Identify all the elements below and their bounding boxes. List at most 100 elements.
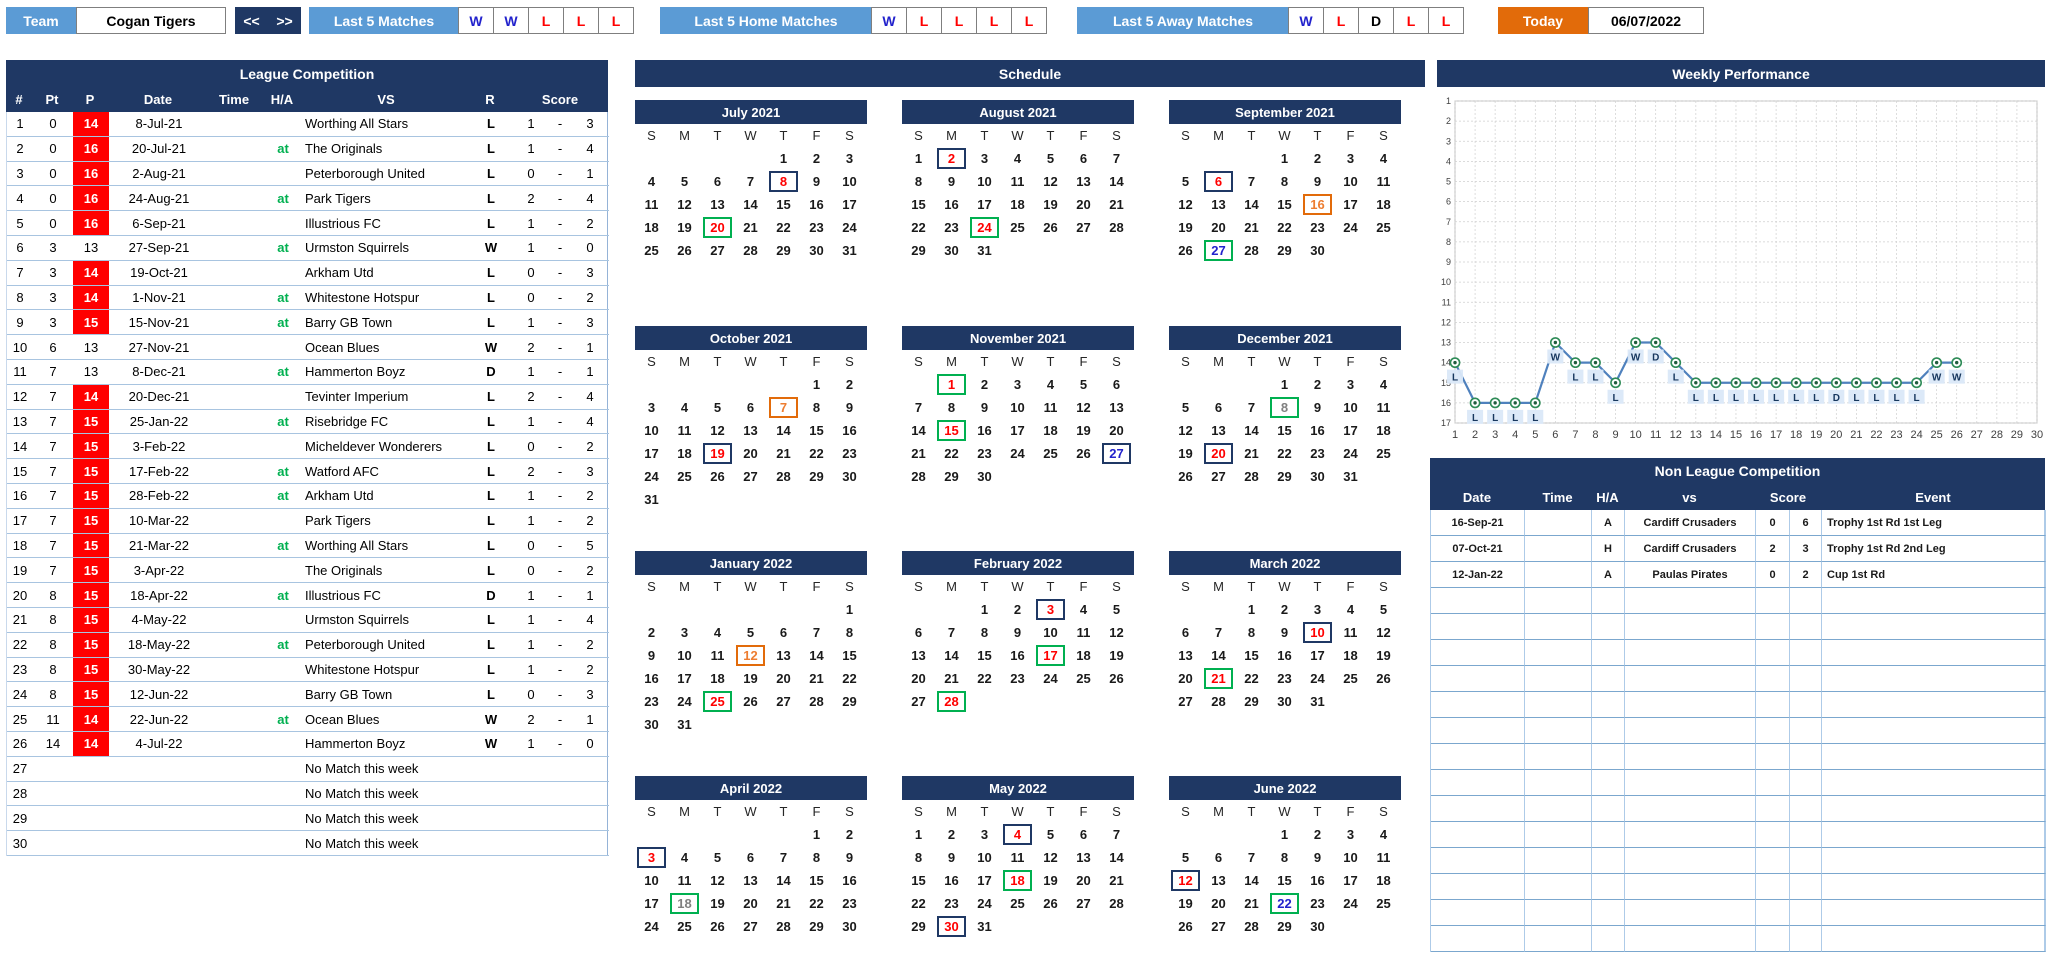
calendar-month-title: December 2021	[1169, 326, 1401, 350]
calendar-day-header: S	[1181, 579, 1190, 594]
league-cell-opponent: Risebridge FC	[305, 410, 469, 435]
league-cell-date: 6-Sep-21	[109, 211, 209, 236]
nl-cell-score-home-empty	[1756, 770, 1790, 796]
league-cell-opponent: Worthing All Stars	[305, 112, 469, 137]
nl-cell-event-empty	[1822, 926, 2046, 952]
svg-text:L: L	[1853, 393, 1859, 404]
calendar-day: 22	[911, 896, 926, 911]
last5-matches-label: Last 5 Matches	[309, 7, 459, 34]
calendar-day: 19	[1076, 423, 1091, 438]
league-cell-num: 12	[7, 385, 33, 410]
team-label: Team	[6, 7, 76, 34]
league-cell-score-dash: -	[549, 335, 571, 360]
svg-text:4: 4	[1512, 429, 1518, 441]
league-cell-date: 3-Feb-22	[109, 434, 209, 460]
league-cell-score-away: 2	[571, 286, 609, 311]
calendar-day: 3	[1346, 827, 1355, 842]
calendar-month-title: November 2021	[902, 326, 1134, 350]
league-cell-date	[109, 831, 209, 856]
league-cell-opponent: Barry GB Town	[305, 682, 469, 708]
schedule-title: Schedule	[635, 60, 1425, 87]
svg-text:L: L	[1592, 373, 1598, 384]
calendar-day-header: T	[1247, 354, 1256, 369]
calendar-month-title: January 2022	[635, 551, 867, 575]
calendar-day: 10	[977, 850, 992, 865]
calendar-day: 25	[1376, 220, 1391, 235]
calendar-blank	[668, 373, 701, 396]
calendar-day: 12	[1043, 174, 1058, 189]
league-column-header: Score	[512, 87, 608, 112]
calendar-day: 17	[644, 446, 659, 461]
calendar-day: 9	[845, 850, 854, 865]
prev-team-button[interactable]: <<	[235, 7, 268, 34]
league-cell-score-home: 2	[513, 186, 549, 212]
league-cell-num: 19	[7, 558, 33, 584]
calendar-day: 27	[776, 694, 791, 709]
nl-cell-opponent: Paulas Pirates	[1625, 562, 1756, 588]
league-cell-position: 15	[73, 459, 109, 484]
calendar-day: 6	[746, 850, 755, 865]
svg-text:10: 10	[1441, 277, 1451, 287]
calendar-match-day-box: 18	[670, 893, 699, 914]
calendar-match-day-box: 27	[1102, 443, 1131, 464]
league-cell-position: 15	[73, 583, 109, 608]
calendar-day-header: M	[679, 128, 690, 143]
calendar-day: 20	[911, 671, 926, 686]
calendar-day-header: M	[946, 579, 957, 594]
calendar-blank	[902, 373, 935, 396]
calendar-day: 21	[1244, 896, 1259, 911]
calendar-day-match: 21	[1202, 667, 1235, 690]
league-cell-score-dash: -	[549, 633, 571, 658]
nl-cell-opponent-empty	[1625, 640, 1756, 666]
league-cell-score-away: 3	[571, 112, 609, 137]
calendar-day: 1	[980, 602, 989, 617]
calendar-day: 4	[713, 625, 722, 640]
calendar-day: 10	[1010, 400, 1025, 415]
league-cell-date: 27-Nov-21	[109, 335, 209, 360]
nl-cell-ha-empty	[1592, 692, 1625, 718]
calendar-blank	[668, 598, 701, 621]
league-cell-score-away	[571, 782, 609, 807]
team-name-select[interactable]: Cogan Tigers	[76, 7, 226, 34]
calendar-day: 25	[677, 919, 692, 934]
calendar-day-header: M	[946, 128, 957, 143]
svg-text:L: L	[1673, 373, 1679, 384]
calendar-day: 14	[944, 648, 959, 663]
league-cell-score-home	[513, 831, 549, 856]
calendar-day-header: W	[1011, 579, 1024, 594]
league-cell-score-home: 1	[513, 310, 549, 336]
league-cell-ha: at	[261, 633, 305, 658]
league-cell-position: 15	[73, 409, 109, 435]
calendar-day: 13	[1211, 197, 1226, 212]
nl-cell-time-empty	[1525, 588, 1592, 614]
league-cell-score-home: 0	[513, 286, 549, 311]
league-cell-num: 28	[7, 782, 33, 807]
calendar-day: 2	[1313, 377, 1322, 392]
svg-text:L: L	[1693, 393, 1699, 404]
nl-cell-score-home-empty	[1756, 640, 1790, 666]
calendar-day: 12	[1178, 423, 1193, 438]
svg-text:W: W	[1952, 373, 1962, 384]
league-cell-time	[209, 186, 261, 212]
nl-cell-score-home: 2	[1756, 536, 1790, 562]
calendar-day-header: M	[1213, 804, 1224, 819]
calendar-day: 18	[710, 671, 725, 686]
calendar-day-header: S	[1379, 128, 1388, 143]
calendar-day: 7	[1247, 174, 1256, 189]
nl-cell-event-empty	[1822, 874, 2046, 900]
calendar-day: 20	[1076, 197, 1091, 212]
calendar-day: 26	[710, 469, 725, 484]
league-cell-score-away	[571, 757, 609, 782]
league-cell-ha	[261, 806, 305, 832]
calendar-blank	[701, 823, 734, 846]
league-cell-score-away: 2	[571, 211, 609, 236]
calendar-day: 3	[980, 827, 989, 842]
calendar-day: 8	[1247, 625, 1256, 640]
calendar-day: 6	[1079, 151, 1088, 166]
calendar-blank	[668, 823, 701, 846]
next-team-button[interactable]: >>	[268, 7, 301, 34]
league-cell-date: 1-Nov-21	[109, 286, 209, 311]
calendar-day: 12	[1109, 625, 1124, 640]
league-cell-date: 25-Jan-22	[109, 410, 209, 435]
calendar-match-day-box: 16	[1303, 194, 1332, 215]
